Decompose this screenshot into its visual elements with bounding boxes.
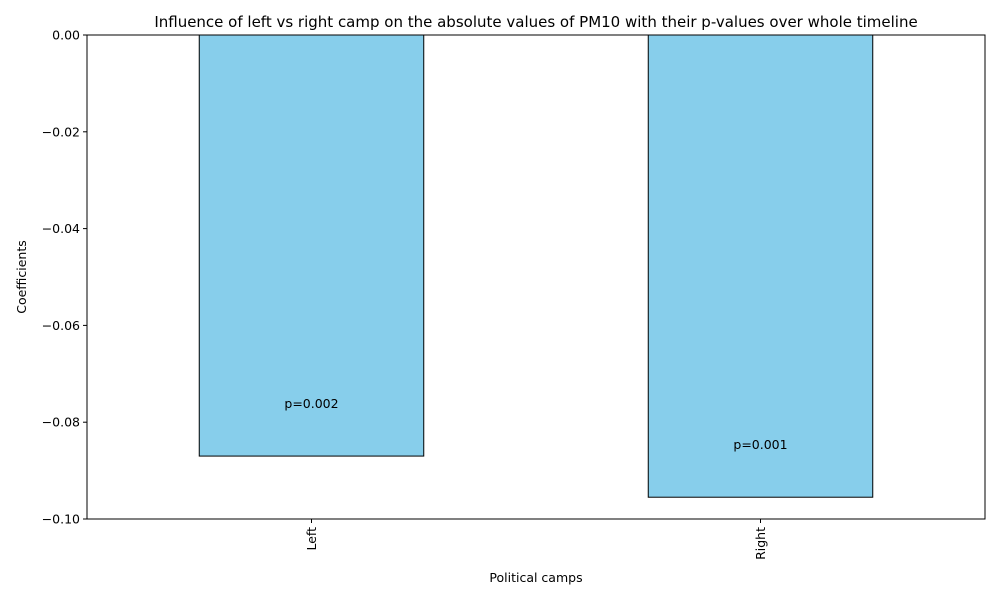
y-axis-label: Coefficients <box>14 240 29 314</box>
bar-right <box>647 34 874 498</box>
y-tick-label: −0.06 <box>42 318 80 333</box>
bar-annotation-right: p=0.001 <box>733 437 787 452</box>
bar-left <box>198 34 425 457</box>
plot-frame <box>86 34 986 520</box>
y-axis: 0.00 −0.02 −0.04 −0.06 −0.08 −0.10 <box>42 28 87 527</box>
y-tick-label: 0.00 <box>52 28 80 43</box>
x-axis: Left Right <box>304 519 768 560</box>
y-tick-label: −0.10 <box>42 512 80 527</box>
x-tick-label-right: Right <box>753 527 768 560</box>
x-axis-label: Political camps <box>489 570 582 585</box>
bars-group: p=0.002 p=0.001 <box>198 34 874 498</box>
chart-title: Influence of left vs right camp on the a… <box>154 13 917 31</box>
bar-annotation-left: p=0.002 <box>284 396 338 411</box>
x-tick-label-left: Left <box>304 527 319 551</box>
y-tick-label: −0.08 <box>42 415 80 430</box>
y-tick-label: −0.02 <box>42 124 80 139</box>
y-tick-label: −0.04 <box>42 221 80 236</box>
